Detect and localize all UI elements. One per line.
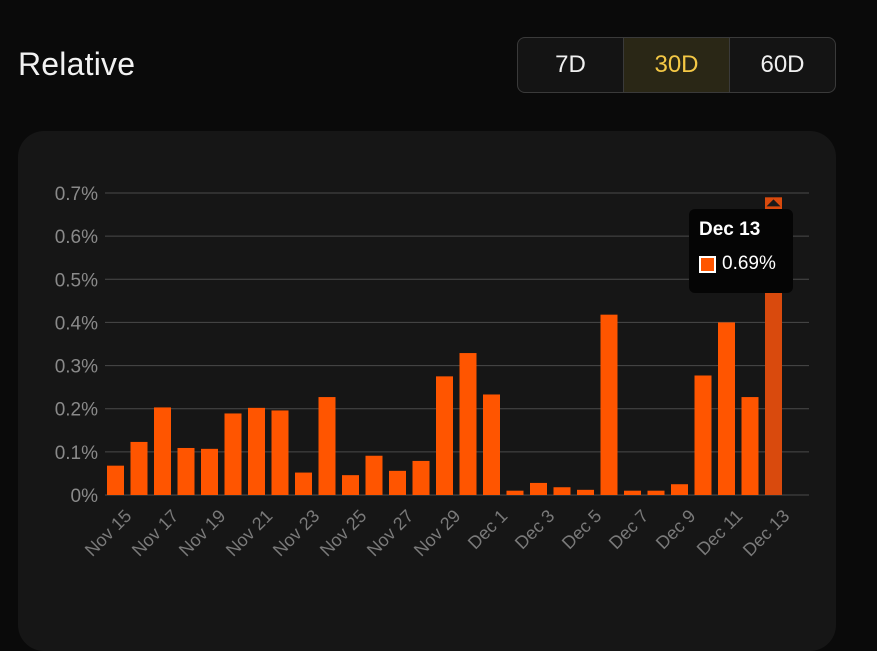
bar[interactable] (647, 490, 665, 495)
x-tick-label: Dec 13 (739, 506, 793, 560)
y-tick-label: 0% (71, 486, 99, 507)
tooltip-value: 0.69% (722, 253, 776, 274)
bar[interactable] (342, 475, 359, 495)
range-60d-button[interactable]: 60D (760, 51, 805, 78)
highlight-caret-icon (766, 199, 781, 207)
tooltip-swatch-icon (699, 255, 716, 273)
bar[interactable] (577, 489, 594, 495)
bar[interactable] (506, 490, 524, 495)
x-tick-label: Dec 7 (605, 506, 652, 553)
range-7d-button[interactable]: 7D (518, 38, 624, 92)
bar[interactable] (412, 460, 430, 495)
x-tick-label: Dec 5 (558, 506, 605, 553)
tooltip-date: Dec 13 (699, 219, 761, 240)
bar[interactable] (694, 375, 712, 495)
bar[interactable] (130, 441, 148, 495)
bar[interactable] (459, 353, 477, 495)
bar[interactable] (624, 490, 641, 495)
bar[interactable] (318, 397, 336, 495)
y-tick-label: 0.7% (55, 184, 98, 205)
bar[interactable] (530, 482, 547, 495)
bar[interactable] (718, 322, 735, 495)
range-selector: 7D 30D 60D (517, 37, 836, 93)
bar[interactable] (389, 470, 406, 495)
bar[interactable] (248, 407, 265, 495)
x-tick-label: Nov 17 (128, 506, 182, 560)
x-tick-label: Nov 19 (175, 506, 229, 560)
bar[interactable] (600, 314, 618, 495)
y-tick-label: 0.3% (55, 357, 98, 378)
x-tick-label: Nov 29 (410, 506, 464, 560)
bar[interactable] (365, 455, 383, 495)
x-tick-label: Nov 27 (363, 506, 417, 560)
x-tick-label: Nov 15 (81, 506, 135, 560)
bar[interactable] (154, 407, 171, 495)
y-tick-label: 0.6% (55, 227, 98, 248)
bar[interactable] (741, 397, 759, 495)
chart-tooltip: Dec 13 0.69% (689, 209, 793, 293)
y-tick-label: 0.2% (55, 400, 98, 421)
bar[interactable] (201, 448, 218, 495)
bar[interactable] (271, 410, 289, 495)
page-title: Relative (18, 46, 136, 82)
bar[interactable] (483, 394, 500, 495)
y-tick-label: 0.5% (55, 270, 98, 291)
bar[interactable] (436, 376, 453, 495)
bar[interactable] (671, 484, 688, 495)
x-tick-label: Nov 23 (269, 506, 323, 560)
x-tick-label: Nov 21 (222, 506, 276, 560)
bar[interactable] (177, 447, 195, 495)
y-tick-label: 0.1% (55, 443, 98, 464)
bar-chart: 0%0.1%0.2%0.3%0.4%0.5%0.6%0.7% Nov 15Nov… (55, 184, 809, 560)
bar[interactable] (553, 487, 571, 495)
y-tick-label: 0.4% (55, 313, 98, 334)
x-tick-label: Dec 1 (464, 506, 511, 553)
x-tick-label: Dec 11 (693, 506, 747, 560)
x-tick-label: Dec 9 (652, 506, 699, 553)
x-tick-label: Dec 3 (511, 506, 558, 553)
bar[interactable] (224, 413, 242, 495)
bar[interactable] (295, 472, 312, 495)
x-tick-label: Nov 25 (316, 506, 370, 560)
range-30d-button[interactable]: 30D (624, 38, 730, 92)
bar[interactable] (107, 465, 124, 495)
